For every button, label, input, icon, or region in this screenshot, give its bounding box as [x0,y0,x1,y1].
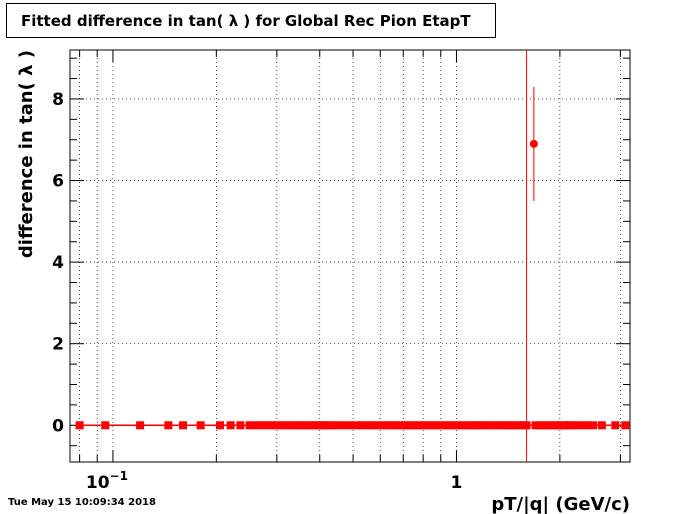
data-point [287,421,296,430]
data-point [245,421,254,430]
data-point [196,421,205,430]
data-point [101,421,110,430]
data-point [621,421,630,430]
data-point [421,421,430,430]
x-axis-title: pT/|q| (GeV/c) [491,494,630,514]
data-point [531,421,540,430]
data-point [277,421,286,430]
data-point [498,421,507,430]
data-point [611,421,620,430]
data-point [346,421,355,430]
y-axis-title: difference in tan( λ ) [16,50,37,258]
data-point-outlier [529,139,538,148]
data-point [333,421,342,430]
data-point [75,421,84,430]
data-point [373,421,382,430]
data-point [378,421,387,430]
y-tick-label: 0 [52,416,64,436]
data-point [351,421,360,430]
data-point [446,421,455,430]
data-point [401,421,410,430]
data-point [164,421,173,430]
data-point [493,421,502,430]
data-point [392,421,401,430]
data-point [431,421,440,430]
data-point [326,421,335,430]
data-point [484,421,493,430]
data-point [441,421,450,430]
data-point [459,421,468,430]
data-point [368,421,377,430]
chart-title: Fitted difference in tan( λ ) for Global… [6,3,496,38]
data-point [502,421,511,430]
data-point [236,421,245,430]
data-point [589,421,598,430]
data-point [479,421,488,430]
data-point [455,421,464,430]
x-tick-label: 1 [451,473,463,493]
data-point [262,421,271,430]
data-point [388,421,397,430]
y-tick-label: 2 [52,335,64,355]
data-point [257,421,266,430]
data-point [300,421,309,430]
data-point [383,421,392,430]
data-point [339,421,348,430]
data-point [463,421,472,430]
data-point [570,421,579,430]
data-point [251,421,260,430]
y-tick-label: 6 [52,172,64,192]
plot-frame [69,49,631,463]
data-point [267,421,276,430]
data-point [450,421,459,430]
data-point [272,421,281,430]
data-point [405,421,414,430]
data-point [282,421,291,430]
data-point [357,421,366,430]
data-point [426,421,435,430]
data-point [489,421,498,430]
timestamp: Tue May 15 10:09:34 2018 [8,497,156,508]
data-point [576,421,585,430]
data-point [583,421,592,430]
y-tick-label: 8 [52,90,64,110]
data-point [226,421,235,430]
data-point [136,421,145,430]
data-point [522,421,531,430]
data-point [216,421,225,430]
y-tick-label: 4 [52,253,64,273]
data-point [540,421,549,430]
x-tick-label: 10−1 [86,469,128,493]
data-point [397,421,406,430]
data-point [295,421,304,430]
data-point [436,421,445,430]
data-point [291,421,300,430]
data-point [179,421,188,430]
data-point [506,421,515,430]
data-point [535,421,544,430]
data-point [597,421,606,430]
data-point [363,421,372,430]
